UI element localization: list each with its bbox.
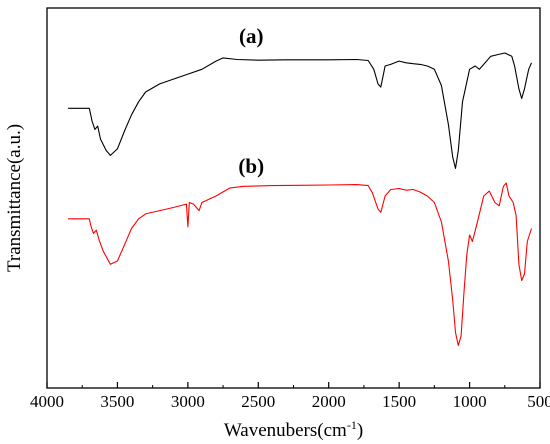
x-axis-label-main: Wavenubers(cm [224,420,347,441]
y-axis-label: Transmittance(a.u.) [4,124,25,272]
x-tick-label: 3000 [171,392,205,411]
x-tick-label: 2500 [241,392,275,411]
annotation-layer: (a) (b) [238,24,264,178]
x-tick-label: 3500 [100,392,134,411]
x-tick-label: 1000 [453,392,487,411]
series-layer [68,52,533,347]
annotation-b: (b) [238,154,264,178]
x-ticks [46,382,541,388]
series-line-a [68,52,533,169]
x-tick-label: 1500 [382,392,416,411]
x-tick-label: 2000 [312,392,346,411]
x-tick-labels: 4000 3500 3000 2500 2000 1500 1000 500 [30,392,550,411]
series-line-b [68,182,533,347]
annotation-a: (a) [239,24,264,48]
x-tick-label: 4000 [30,392,64,411]
x-axis-label: Wavenubers(cm-1) [224,418,363,441]
plot-frame [46,7,541,389]
x-tick-label: 500 [527,392,550,411]
x-axis-label-superscript: -1 [347,418,357,432]
x-axis-label-suffix: ) [357,420,363,441]
